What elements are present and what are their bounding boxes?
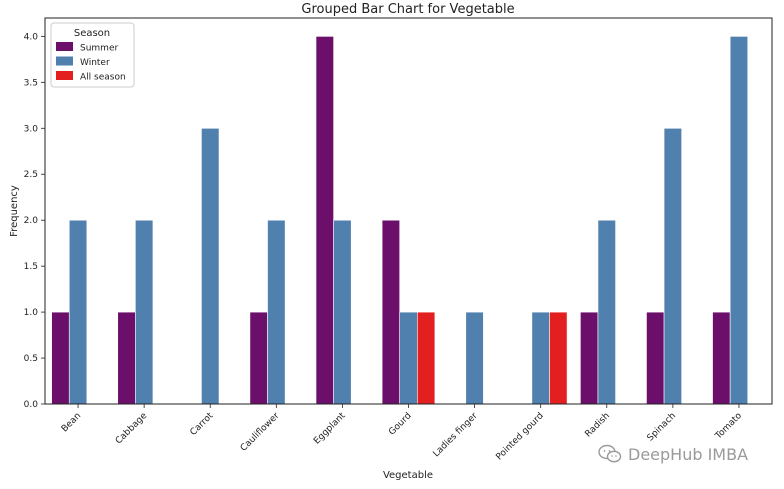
bar-summer-eggplant (315, 36, 334, 405)
bar-winter-carrot (201, 127, 220, 405)
legend-title: Season (74, 28, 110, 39)
legend-label-winter: Winter (80, 58, 110, 68)
bar-winter-gourd (399, 311, 418, 405)
y-axis-label: Frequency (9, 185, 20, 237)
x-tick-label: Carrot (189, 411, 216, 438)
bar-winter-tomato (729, 36, 749, 405)
bar-summer-radish (580, 311, 599, 405)
legend-swatch-summer (56, 42, 73, 51)
x-tick-label: Pointed gourd (494, 411, 545, 462)
x-tick-label: Cauliflower (239, 411, 282, 454)
x-tick-label: Tomato (713, 411, 744, 442)
x-tick-label: Cabbage (114, 411, 150, 447)
wechat-icon (598, 444, 622, 463)
legend: Season Summer Winter All season (50, 22, 135, 88)
x-tick-label: Bean (60, 411, 83, 434)
y-tick-label: 3.0 (24, 124, 39, 134)
bar-all-season-gourd (416, 311, 436, 405)
x-axis-label: Vegetable (383, 470, 433, 481)
y-tick-label: 1.0 (24, 308, 39, 318)
watermark-text: DeepHub IMBA (628, 444, 749, 464)
watermark: DeepHub IMBA (598, 441, 748, 467)
bar-summer-spinach (646, 311, 665, 405)
bar-summer-bean (51, 311, 70, 405)
legend-label-all-season: All season (80, 73, 126, 83)
chart-title: Grouped Bar Chart for Vegetable (301, 2, 514, 17)
bar-summer-gourd (381, 219, 401, 405)
x-tick-label: Spinach (646, 411, 678, 443)
y-tick-label: 2.5 (24, 170, 38, 180)
legend-swatch-winter (56, 56, 73, 66)
bar-all-season-pointed-gourd (549, 311, 568, 405)
legend-swatch-all-season (56, 71, 73, 80)
x-tick-label: Ladies finger (432, 411, 480, 459)
bar-winter-ladies-finger (465, 311, 484, 405)
bar-winter-radish (597, 219, 616, 405)
x-tick-label: Gourd (387, 411, 413, 437)
bar-winter-pointed-gourd (531, 311, 550, 405)
bar-summer-cauliflower (249, 311, 268, 405)
bar-summer-tomato (712, 311, 731, 405)
bar-winter-bean (68, 219, 88, 405)
y-tick-label: 2.0 (24, 216, 39, 226)
y-tick-label: 4.0 (24, 32, 39, 42)
y-tick-label: 0.5 (24, 354, 38, 364)
y-tick-label: 1.5 (24, 262, 38, 272)
bar-winter-cabbage (135, 219, 154, 405)
y-axis-ticks: 0.0 0.5 1.0 1.5 2.0 2.5 3.0 3.5 4.0 (24, 32, 45, 410)
y-tick-label: 3.5 (24, 78, 38, 88)
x-tick-label: Eggplant (312, 411, 348, 447)
legend-label-summer: Summer (80, 44, 118, 54)
bar-winter-eggplant (333, 219, 352, 405)
bar-winter-cauliflower (267, 219, 286, 405)
bar-summer-cabbage (117, 311, 136, 405)
y-tick-label: 0.0 (24, 400, 39, 410)
x-tick-label: Radish (583, 411, 611, 439)
bar-winter-spinach (663, 127, 682, 405)
bars-group (51, 36, 749, 405)
